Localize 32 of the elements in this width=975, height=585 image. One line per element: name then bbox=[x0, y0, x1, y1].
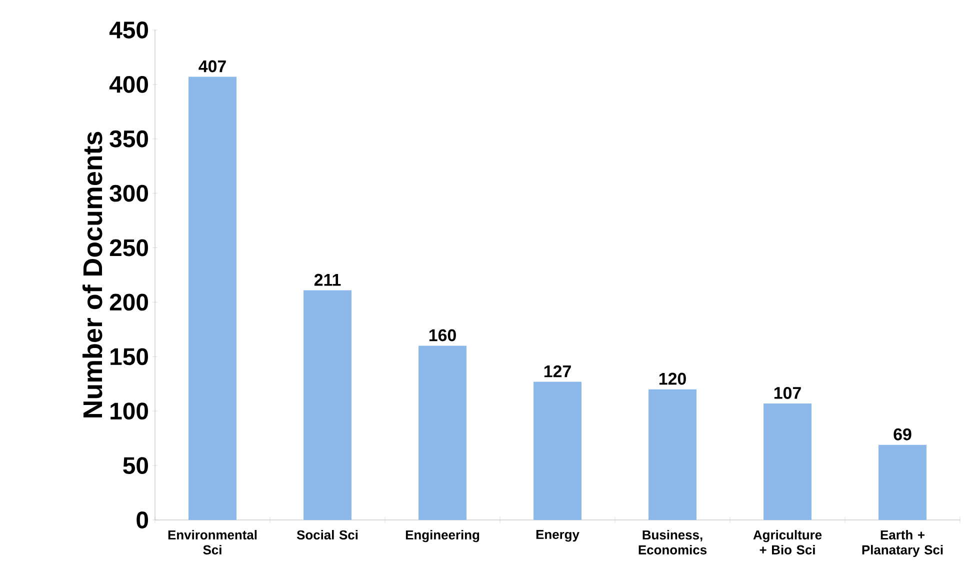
data-label: 127 bbox=[544, 365, 571, 378]
bar bbox=[878, 444, 927, 520]
x-tick-label: Environmental Sci bbox=[168, 530, 257, 554]
y-tick-label: 350 bbox=[110, 130, 148, 148]
x-tick-label: Social Sci bbox=[296, 530, 358, 540]
y-tick-label: 250 bbox=[110, 239, 148, 256]
x-tick-label: Engineering bbox=[406, 530, 480, 542]
y-tick-label: 50 bbox=[123, 457, 148, 474]
y-tick-label: 0 bbox=[136, 512, 148, 528]
bar bbox=[418, 346, 467, 520]
x-tick-label: Earth + Planatary Sci bbox=[862, 530, 943, 558]
data-label: 407 bbox=[198, 60, 226, 72]
bar bbox=[188, 76, 237, 520]
y-tick-label: 400 bbox=[109, 76, 148, 93]
x-tick-label: Energy bbox=[536, 530, 580, 542]
bar bbox=[648, 389, 697, 520]
data-label: 69 bbox=[894, 428, 912, 440]
bar bbox=[304, 290, 352, 520]
x-tick-label: Agriculture + Bio Sci bbox=[753, 530, 822, 554]
data-label: 120 bbox=[659, 372, 686, 385]
y-tick-label: 100 bbox=[110, 402, 148, 420]
data-label: 211 bbox=[314, 274, 341, 286]
y-tick-label: 200 bbox=[110, 294, 148, 311]
x-tick-label: Business, Economics bbox=[638, 530, 707, 554]
data-label: 107 bbox=[774, 386, 801, 399]
y-tick-label: 300 bbox=[110, 184, 148, 202]
data-label: 160 bbox=[429, 329, 456, 342]
bar bbox=[534, 382, 582, 520]
y-tick-label: 150 bbox=[110, 348, 148, 366]
bar bbox=[764, 403, 812, 520]
y-axis-title: Number of Documents bbox=[82, 132, 102, 418]
y-tick-label: 450 bbox=[109, 22, 148, 38]
